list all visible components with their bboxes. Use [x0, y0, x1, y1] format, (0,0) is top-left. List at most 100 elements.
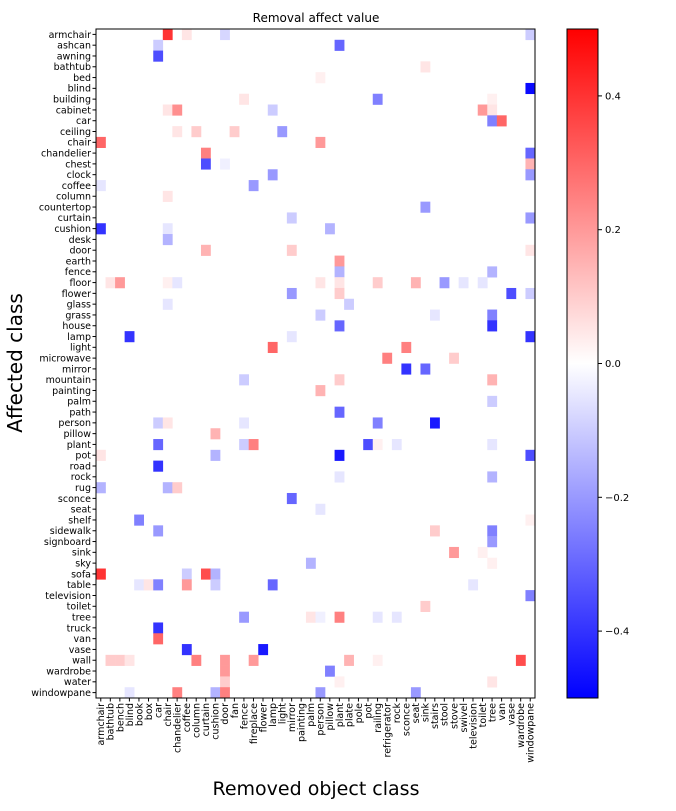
- y-tick-label: light: [70, 343, 91, 354]
- y-tick-label: floor: [69, 278, 91, 289]
- heatmap-cell: [449, 546, 459, 559]
- heatmap-cell: [115, 654, 125, 666]
- heatmap-cell: [267, 579, 278, 591]
- heatmap-cell: [172, 126, 183, 138]
- heatmap-cell: [200, 568, 211, 580]
- heatmap-cell: [239, 417, 249, 429]
- x-tick-label: railing: [373, 703, 384, 733]
- x-tick-label: sconce: [402, 703, 413, 736]
- heatmap-cell: [172, 277, 183, 289]
- heatmap-cell: [334, 676, 345, 688]
- heatmap-cell: [372, 277, 383, 289]
- y-tick-label: windowpane: [31, 688, 91, 699]
- heatmap-cell: [200, 244, 211, 256]
- heatmap-cell: [315, 72, 326, 84]
- heatmap-cell: [124, 687, 135, 699]
- x-tick-label: plate: [344, 703, 355, 727]
- heatmap-cell: [229, 126, 240, 138]
- y-tick-label: sofa: [71, 569, 91, 580]
- heatmap-cell: [210, 568, 221, 580]
- heatmap-cell: [286, 212, 297, 224]
- x-tick-label: television: [468, 703, 479, 749]
- heatmap-cell: [315, 611, 326, 623]
- colorbar-ticks: −0.4 −0.2 0.0 0.2 0.4: [598, 91, 629, 638]
- heatmap-cell: [210, 428, 221, 440]
- heatmap-cell: [200, 158, 211, 170]
- heatmap-cell: [153, 525, 164, 537]
- y-tick-label: countertop: [39, 202, 91, 213]
- x-tick-label: plant: [335, 703, 346, 728]
- heatmap-cell: [258, 644, 269, 656]
- x-tick-label: lamp: [268, 703, 279, 727]
- heatmap-cell: [487, 374, 498, 386]
- y-tick-label: cabinet: [56, 105, 92, 116]
- heatmap-cell: [525, 449, 536, 461]
- heatmap-cell: [391, 611, 402, 623]
- y-tick-label: mirror: [62, 364, 91, 375]
- heatmap-cell: [162, 234, 173, 246]
- heatmap-cell: [439, 277, 450, 289]
- y-tick-label: mountain: [46, 375, 91, 386]
- heatmap-cell: [96, 136, 106, 148]
- y-tick-label: chair: [67, 138, 91, 149]
- heatmap-cell: [487, 439, 498, 451]
- heatmap-cell: [105, 654, 116, 666]
- heatmap-cell: [162, 29, 173, 41]
- heatmap-cell: [220, 676, 230, 688]
- heatmap-cell: [420, 61, 431, 73]
- heatmap-cell: [477, 104, 488, 116]
- plot-frame: [95, 28, 536, 699]
- chart-title: Removal affect value: [253, 11, 380, 25]
- y-tick-label: sconce: [58, 494, 91, 505]
- heatmap-cell: [458, 277, 469, 289]
- heatmap-cell: [153, 39, 164, 51]
- heatmap-cell: [220, 29, 230, 41]
- x-tick-label: tree: [487, 703, 498, 722]
- heatmap-cell: [372, 611, 383, 623]
- heatmap-cell: [248, 180, 259, 192]
- heatmap-cell: [181, 644, 192, 656]
- x-axis-label: Removed object class: [213, 778, 420, 800]
- y-tick-label: sink: [72, 548, 92, 559]
- y-tick-label: bathtub: [54, 62, 91, 73]
- y-axis-label: Affected class: [3, 293, 27, 433]
- y-tick-label: rug: [75, 483, 91, 494]
- heatmap-cell: [210, 449, 221, 461]
- heatmap-cell: [220, 654, 230, 666]
- x-tick-label: windowpane: [526, 703, 537, 763]
- heatmap-cell: [334, 277, 345, 289]
- x-tick-label: fireplace: [249, 703, 260, 744]
- heatmap-cell: [239, 374, 249, 386]
- y-tick-label: building: [53, 95, 91, 106]
- heatmap-cell: [248, 439, 259, 451]
- x-tick-label: flower: [258, 703, 269, 732]
- heatmap-cell: [162, 417, 173, 429]
- heatmap-cell: [96, 568, 106, 580]
- heatmap-cell: [162, 190, 173, 202]
- x-tick-label: vase: [507, 703, 518, 725]
- y-tick-label: palm: [67, 397, 91, 408]
- colorbar-tick-label: −0.4: [605, 627, 629, 638]
- heatmap-cell: [525, 590, 536, 602]
- y-tick-label: grass: [65, 310, 91, 321]
- y-tick-label: chest: [65, 159, 91, 170]
- heatmap-cell: [525, 147, 536, 159]
- x-tick-label: fan: [230, 703, 241, 718]
- heatmap-cell: [153, 633, 164, 645]
- y-tick-label: van: [74, 634, 91, 645]
- heatmap-cell: [143, 579, 154, 591]
- x-tick-label: sink: [421, 703, 432, 723]
- heatmap-cell: [248, 654, 259, 666]
- heatmap-cell: [325, 223, 335, 235]
- y-tick-label: ceiling: [60, 127, 91, 138]
- x-tick-labels: armchairbathtubbenchblindbookboxcarchair…: [96, 698, 537, 763]
- heatmap-cell: [162, 277, 173, 289]
- heatmap-cell: [334, 406, 345, 418]
- y-tick-label: coffee: [62, 181, 91, 192]
- heatmap-cell: [525, 287, 536, 300]
- heatmap-cell: [334, 611, 345, 623]
- heatmap-cell: [267, 341, 278, 354]
- y-tick-label: clock: [67, 170, 92, 181]
- heatmap-cell: [220, 158, 230, 170]
- heatmap-cell: [449, 352, 459, 364]
